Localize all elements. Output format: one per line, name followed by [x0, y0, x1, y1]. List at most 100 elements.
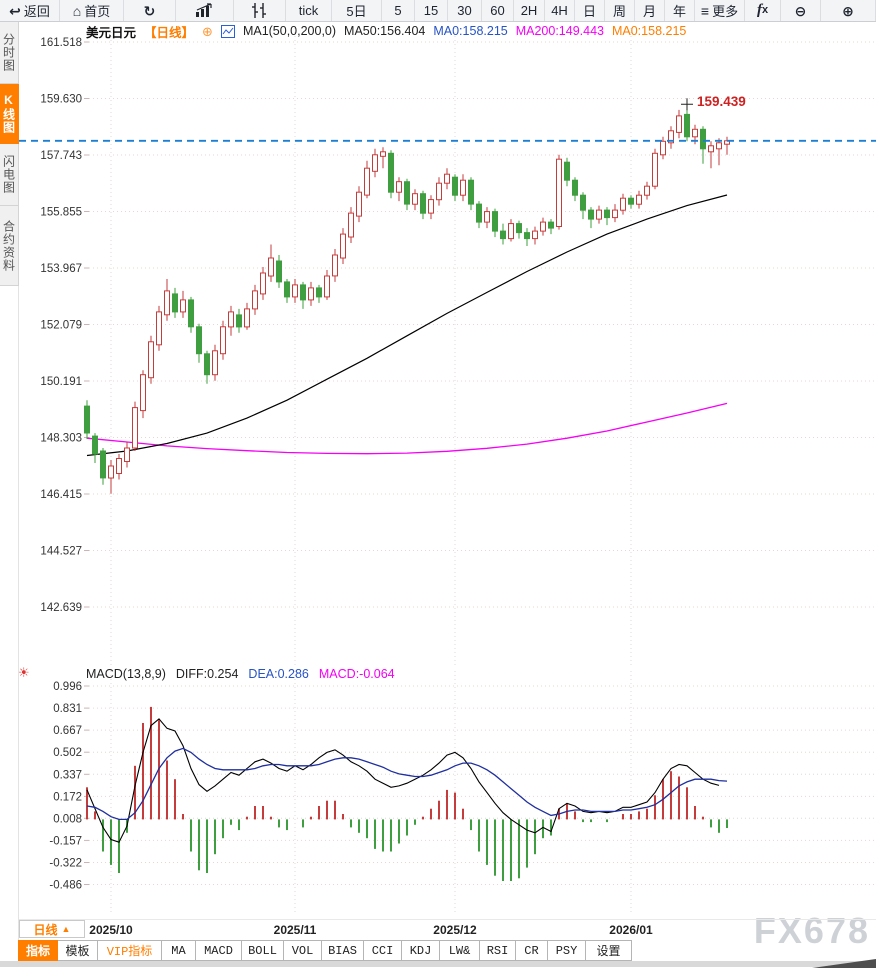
- more-icon: ≡: [700, 2, 710, 19]
- indicator-tab-2[interactable]: 模板: [58, 940, 98, 961]
- zoom-out-icon: ⊖: [794, 2, 807, 19]
- toolbar-period-15[interactable]: 15: [415, 0, 448, 21]
- indicator-tab-14[interactable]: PSY: [548, 940, 586, 961]
- macd-axis-label: 0.172: [53, 791, 82, 803]
- symbol-name: 美元日元: [86, 25, 137, 40]
- sidebar: 分时图 K线图 闪电图 合约资料: [0, 22, 19, 961]
- ma-settings-label: MA1(50,0,200,0): [242, 24, 337, 38]
- toolbar-home[interactable]: ⌂ 首页: [60, 0, 124, 21]
- ma50-value: MA50:156.404: [344, 24, 426, 38]
- toolbar-tick[interactable]: tick: [286, 0, 332, 21]
- sidebar-tab-2[interactable]: K线图: [0, 84, 19, 144]
- watermark: FX678: [753, 910, 870, 951]
- toolbar-refresh[interactable]: ↻: [124, 0, 176, 21]
- toolbar-item-label: 30: [457, 3, 472, 18]
- indicator-tab-6[interactable]: BOLL: [242, 940, 284, 961]
- toolbar-zoom-out[interactable]: ⊖: [781, 0, 821, 21]
- ma0-orange-value: MA0:158.215: [611, 24, 687, 38]
- toolbar-bar-chart[interactable]: [176, 0, 234, 21]
- high-price-annotation: 159.439: [697, 94, 746, 109]
- toolbar-period-30[interactable]: 30: [448, 0, 482, 21]
- toolbar-period-2h[interactable]: 2H: [514, 0, 545, 21]
- toolbar-item-label: 月: [642, 4, 656, 19]
- macd-axis-label: 0.502: [53, 747, 82, 759]
- toolbar-period-month[interactable]: 月: [635, 0, 665, 21]
- toolbar-period-5d[interactable]: 5日: [332, 0, 382, 21]
- refresh-icon: ↻: [143, 2, 156, 19]
- candle-chart-icon[interactable]: [220, 24, 235, 38]
- toolbar-item-label: 60: [490, 3, 505, 18]
- toolbar-period-day[interactable]: 日: [575, 0, 605, 21]
- indicator-tab-1[interactable]: 指标: [18, 940, 58, 961]
- price-axis-label: 153.967: [40, 263, 82, 275]
- toolbar-item-label: 返回: [23, 4, 50, 19]
- toolbar-zoom-in[interactable]: ⊕: [821, 0, 876, 21]
- toolbar-item-label: 周: [612, 4, 626, 19]
- sidebar-tab-3[interactable]: 闪电图: [0, 144, 19, 206]
- bar-chart-icon: [195, 3, 215, 18]
- ma0-blue-value: MA0:158.215: [433, 24, 508, 38]
- toolbar-back[interactable]: ↩ 返回: [0, 0, 60, 21]
- indicator-tab-12[interactable]: RSI: [480, 940, 516, 961]
- price-axis-label: 152.079: [40, 320, 82, 332]
- macd-axis-label: 0.831: [53, 703, 82, 715]
- indicator-tab-5[interactable]: MACD: [196, 940, 242, 961]
- macd-axis-label: -0.157: [49, 835, 82, 847]
- price-axis-label: 161.518: [40, 37, 82, 49]
- price-axis-label: 155.855: [40, 207, 82, 219]
- macd-axis-label: 0.008: [53, 813, 82, 825]
- toolbar-item-label: tick: [298, 3, 319, 18]
- toolbar-more[interactable]: ≡ 更多: [695, 0, 745, 21]
- chevron-up-icon: ▲: [61, 924, 71, 934]
- toolbar-period-year[interactable]: 年: [665, 0, 695, 21]
- indicator-tab-3[interactable]: VIP指标: [98, 940, 162, 961]
- macd-chart-canvas[interactable]: 0.996 0.831 0.667 0.502 0.337 0.172 0.008 -0.15…: [19, 665, 876, 920]
- indicator-tab-7[interactable]: VOL: [284, 940, 322, 961]
- price-axis-label: 159.630: [40, 94, 82, 106]
- indicator-settings-icon[interactable]: ☀: [18, 665, 30, 680]
- macd-diff-value: DIFF:0.254: [175, 666, 239, 681]
- macd-title: MACD(13,8,9): [86, 666, 166, 681]
- home-icon: ⌂: [72, 2, 82, 19]
- toolbar-period-5[interactable]: 5: [382, 0, 415, 21]
- price-axis-label: 142.639: [40, 602, 82, 614]
- bottom-scrollbar[interactable]: [0, 959, 876, 968]
- toolbar-candlestick[interactable]: [234, 0, 286, 21]
- indicator-tab-9[interactable]: CCI: [364, 940, 402, 961]
- indicator-tab-13[interactable]: CR: [516, 940, 548, 961]
- indicator-tab-8[interactable]: BIAS: [322, 940, 364, 961]
- sidebar-tab-1[interactable]: 分时图: [0, 22, 19, 84]
- x-axis-label: 2025/10: [89, 923, 133, 937]
- macd-header: MACD(13,8,9) DIFF:0.254 DEA:0.286 MACD:-…: [86, 666, 395, 681]
- toolbar-period-4h[interactable]: 4H: [545, 0, 575, 21]
- candlestick-icon: [251, 3, 268, 18]
- indicator-tabs: 指标 模板 VIP指标 MA MACD BOLL VOL BIAS CCI KDJ LW& RSI CR…: [18, 940, 632, 961]
- toolbar-period-60[interactable]: 60: [482, 0, 514, 21]
- toolbar: ↩ 返回 ⌂ 首页 ↻ tick 5日 5 15 30 60 2H 4H 日 周 月 年 ≡ 更多 f x ⊖ ⊕: [0, 0, 876, 22]
- x-axis-label: 2025/12: [433, 923, 477, 937]
- sidebar-tab-4[interactable]: 合约资料: [0, 206, 19, 286]
- toolbar-item-label: 4H: [551, 3, 568, 18]
- period-tag: 【日线】: [144, 25, 195, 40]
- add-compare-icon[interactable]: ⊕: [202, 23, 213, 39]
- toolbar-item-label: 日: [582, 4, 596, 19]
- macd-axis-label: 0.996: [53, 681, 82, 693]
- chart-header: 美元日元 【日线】 ⊕ MA1(50,0,200,0) MA50:156.404…: [86, 23, 687, 40]
- x-axis-label: 2025/11: [273, 923, 317, 937]
- toolbar-period-week[interactable]: 周: [605, 0, 635, 21]
- main-chart-canvas[interactable]: 161.518 159.630 157.743 155.855 153.967 152.0…: [19, 22, 876, 665]
- indicator-tab-15[interactable]: 设置: [586, 940, 632, 961]
- toolbar-item-label: 2H: [520, 3, 538, 18]
- macd-axis-label: -0.322: [49, 858, 82, 870]
- indicator-tab-10[interactable]: KDJ: [402, 940, 440, 961]
- x-axis: 2025/10 2025/11 2025/12 2026/01: [19, 919, 876, 941]
- period-selector[interactable]: 日线 ▲: [19, 920, 85, 938]
- macd-dea-value: DEA:0.286: [248, 666, 309, 681]
- toolbar-item-label: 更多: [712, 4, 739, 19]
- toolbar-item-label: 年: [672, 4, 686, 19]
- indicator-tab-11[interactable]: LW&: [440, 940, 480, 961]
- indicator-tab-4[interactable]: MA: [162, 940, 196, 961]
- price-axis-label: 148.303: [40, 433, 82, 445]
